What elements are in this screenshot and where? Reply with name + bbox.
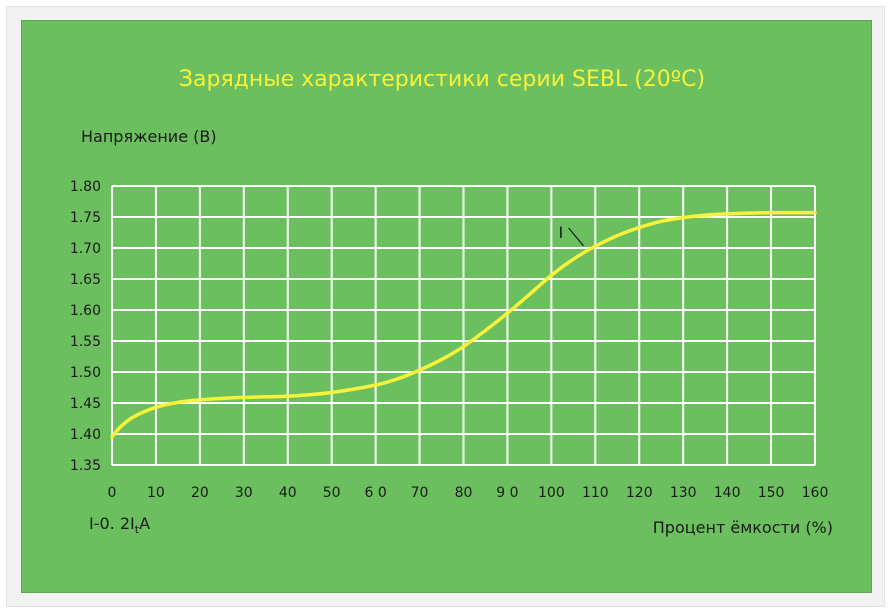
y-axis-label: Напряжение (В)	[81, 127, 217, 146]
x-tick-label: 50	[323, 485, 341, 501]
y-tick-label: 1.45	[70, 396, 101, 412]
y-tick-label: 1.65	[70, 272, 101, 288]
y-tick-label: 1.70	[70, 241, 101, 257]
y-tick-label: 1.80	[70, 179, 101, 195]
y-tick-label: 1.35	[70, 458, 101, 474]
x-tick-label: 20	[191, 485, 209, 501]
grid-lines	[111, 185, 816, 466]
x-tick-label: 9 0	[496, 485, 518, 501]
x-tick-label: 110	[582, 485, 609, 501]
y-tick-label: 1.50	[70, 365, 101, 381]
series-label: I	[559, 223, 564, 242]
x-tick-label: 80	[455, 485, 473, 501]
series-layer: I	[110, 210, 817, 439]
x-tick-label: 150	[758, 485, 785, 501]
x-tick-label: 0	[108, 485, 117, 501]
x-tick-label: 140	[714, 485, 741, 501]
y-tick-label: 1.60	[70, 303, 101, 319]
series-label-leader	[568, 227, 584, 247]
x-tick-label: 120	[626, 485, 653, 501]
current-note: I-0. 2ItA	[89, 514, 150, 536]
x-tick-label: 6 0	[364, 485, 386, 501]
x-tick-label: 40	[279, 485, 297, 501]
x-tick-label: 10	[147, 485, 165, 501]
series-line	[110, 210, 817, 439]
x-axis-label: Процент ёмкости (%)	[653, 518, 833, 537]
tick-labels: 0 10 20 30 40 50 6 0 70 80 9 0 100 110 120 130 140 150 1…	[70, 179, 829, 501]
y-tick-label: 1.75	[70, 210, 101, 226]
x-tick-label: 70	[411, 485, 429, 501]
x-tick-label: 30	[235, 485, 253, 501]
x-tick-label: 100	[538, 485, 565, 501]
y-tick-label: 1.40	[70, 427, 101, 443]
chart-panel	[21, 20, 872, 593]
x-tick-label: 130	[670, 485, 697, 501]
chart-title: Зарядные характеристики серии SEBL (20ºC…	[179, 67, 705, 92]
y-tick-label: 1.55	[70, 334, 101, 350]
x-tick-label: 160	[802, 485, 829, 501]
